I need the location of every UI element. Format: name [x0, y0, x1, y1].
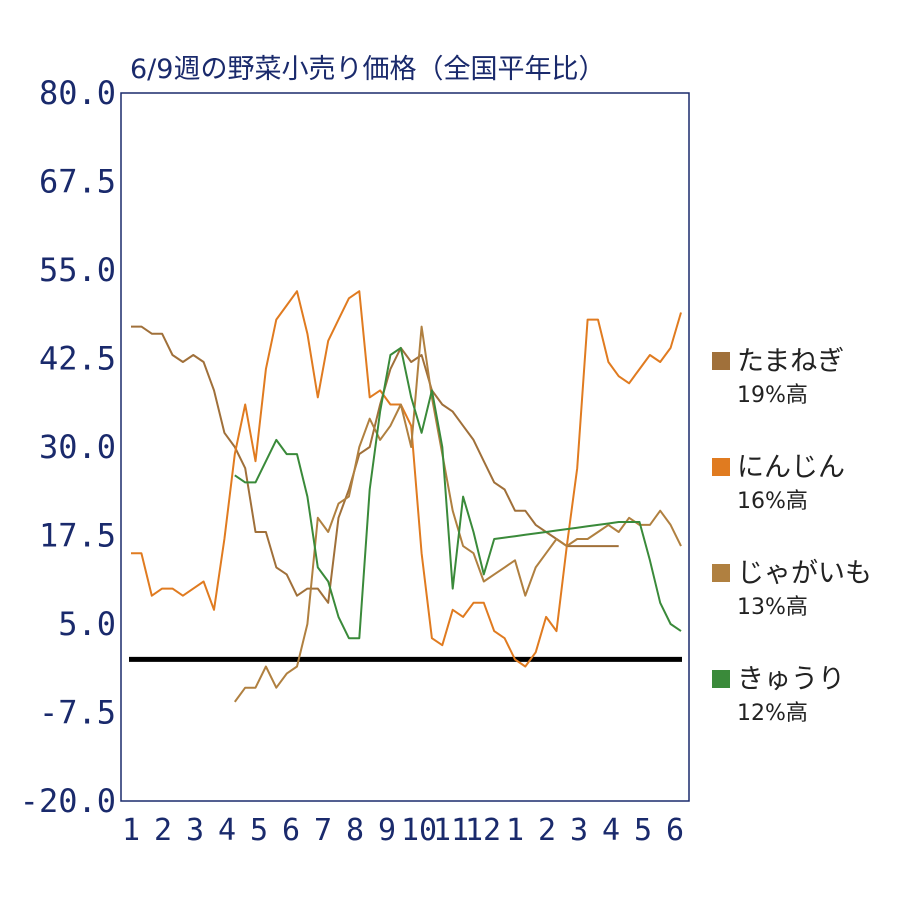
y-tick-label: 80.0	[39, 74, 116, 112]
y-tick-label: 55.0	[39, 251, 116, 289]
series-line-4	[234, 346, 682, 640]
legend-swatch	[712, 670, 730, 688]
series-lines	[131, 290, 682, 703]
x-tick-label: 1	[506, 813, 524, 848]
y-tick-label: -20.0	[20, 782, 116, 820]
y-axis-ticks: 80.0 67.5 55.0 42.5 30.0 17.5 5.0 -7.5 -20.0	[20, 74, 116, 820]
series-line-2	[131, 290, 682, 668]
x-tick-label: 10	[401, 813, 437, 848]
legend-swatch	[712, 352, 730, 370]
legend-note: 13%高	[737, 595, 808, 620]
x-tick-label: 3	[570, 813, 588, 848]
legend-note: 19%高	[737, 383, 808, 408]
x-tick-label: 3	[186, 813, 204, 848]
x-tick-label: 9	[378, 813, 396, 848]
x-tick-label: 2	[538, 813, 556, 848]
x-tick-label: 12	[465, 813, 501, 848]
series-line-3	[233, 325, 682, 703]
chart-title: 6/9週の野菜小売り価格（全国平年比）	[130, 54, 605, 85]
y-tick-label: 30.0	[39, 428, 116, 466]
legend-swatch	[712, 458, 730, 476]
plot-area	[120, 92, 690, 802]
x-tick-label: 7	[314, 813, 332, 848]
legend-note: 12%高	[737, 701, 808, 726]
legend-label: きゅうり	[737, 664, 845, 695]
y-tick-label: -7.5	[39, 694, 116, 732]
x-tick-label: 4	[602, 813, 620, 848]
x-tick-label: 1	[122, 813, 140, 848]
legend-swatch	[712, 564, 730, 582]
series-line-1	[131, 325, 619, 604]
x-tick-label: 6	[666, 813, 684, 848]
x-tick-label: 5	[250, 813, 268, 848]
x-tick-label: 6	[282, 813, 300, 848]
x-tick-label: 11	[433, 813, 469, 848]
y-tick-label: 5.0	[58, 605, 116, 643]
y-tick-label: 67.5	[39, 163, 116, 201]
legend-label: じゃがいも	[737, 558, 872, 589]
x-tick-label: 2	[154, 813, 172, 848]
x-tick-label: 5	[634, 813, 652, 848]
y-tick-label: 17.5	[39, 517, 116, 555]
legend-note: 16%高	[737, 489, 808, 514]
legend-label: にんじん	[737, 452, 845, 483]
x-tick-label: 4	[218, 813, 236, 848]
y-tick-label: 42.5	[39, 340, 116, 378]
legend-label: たまねぎ	[737, 346, 844, 377]
x-tick-label: 8	[346, 813, 364, 848]
